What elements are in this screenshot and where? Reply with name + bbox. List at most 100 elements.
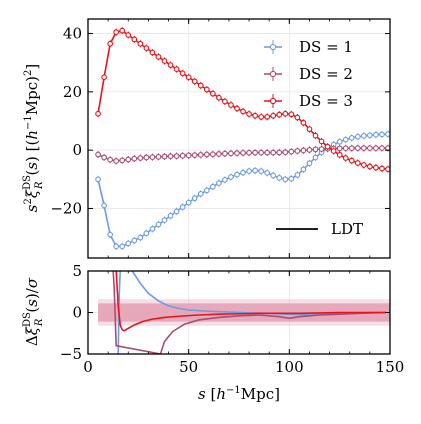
data-point xyxy=(252,167,258,174)
data-point xyxy=(107,40,113,47)
data-point xyxy=(191,152,198,158)
panel-frame xyxy=(87,18,391,259)
data-point xyxy=(282,110,289,117)
data-point xyxy=(149,226,156,232)
data-point xyxy=(185,74,192,81)
data-point xyxy=(191,78,198,85)
data-point xyxy=(354,160,361,166)
data-point xyxy=(336,151,343,158)
data-point xyxy=(294,148,301,154)
data-point xyxy=(306,126,313,133)
legend-marker xyxy=(269,70,277,78)
data-point xyxy=(137,40,144,47)
data-point xyxy=(240,169,246,176)
plot-area xyxy=(98,271,390,354)
data-point xyxy=(149,49,156,56)
data-point xyxy=(191,195,198,202)
data-point xyxy=(197,151,204,158)
data-point xyxy=(173,208,180,215)
data-point xyxy=(203,187,210,194)
data-point xyxy=(173,66,180,72)
data-point xyxy=(342,145,349,152)
data-point xyxy=(95,110,101,117)
data-point xyxy=(276,174,283,181)
legend-label: DS = 1 xyxy=(299,38,353,56)
data-point xyxy=(155,54,162,60)
series-line-2 xyxy=(112,271,386,354)
data-point xyxy=(312,132,319,139)
legend-label: DS = 3 xyxy=(299,92,353,110)
axis-labels: s2ξDSR(s) [(h−1Mpc)2] ΔξDSR(s)/σ s [h−1Mpc… xyxy=(22,64,280,403)
y-tick-label: 0 xyxy=(72,141,82,159)
data-point xyxy=(131,36,138,43)
data-point xyxy=(246,168,252,174)
data-point xyxy=(216,94,222,101)
data-point xyxy=(318,138,325,145)
y-tick-label: −5 xyxy=(60,345,82,363)
data-point xyxy=(367,145,373,151)
bottom-y-axis-label: ΔξDSR(s)/σ xyxy=(22,277,45,346)
data-point xyxy=(167,153,174,160)
x-tick-label: 100 xyxy=(275,358,304,376)
data-point xyxy=(300,166,307,173)
data-point xyxy=(107,156,113,163)
data-point xyxy=(101,74,107,81)
data-point xyxy=(300,119,307,126)
data-point xyxy=(288,148,295,155)
data-point xyxy=(385,166,390,172)
data-point xyxy=(131,155,138,162)
y-tick-label: 5 xyxy=(72,262,82,280)
data-point xyxy=(209,183,216,190)
data-point xyxy=(373,145,379,151)
legend-label-ldt: LDT xyxy=(331,220,363,238)
data-point xyxy=(143,45,150,51)
data-point xyxy=(113,158,120,164)
data-point xyxy=(209,151,216,158)
data-point xyxy=(282,149,289,156)
data-point xyxy=(185,152,192,159)
data-point xyxy=(131,237,138,244)
data-point xyxy=(203,151,210,158)
y-tick-label: 40 xyxy=(63,25,82,43)
plot-area xyxy=(95,27,390,250)
data-point xyxy=(312,146,319,153)
data-point xyxy=(354,133,361,140)
data-point xyxy=(288,111,295,118)
data-point xyxy=(367,163,373,170)
data-point xyxy=(179,70,186,77)
data-point xyxy=(155,154,162,160)
data-point xyxy=(276,149,283,156)
data-point xyxy=(222,98,228,105)
y-tick-label: 20 xyxy=(63,83,82,101)
data-point xyxy=(197,82,204,89)
data-point xyxy=(125,32,132,38)
data-point xyxy=(125,240,132,247)
series-line-3 xyxy=(115,271,386,332)
data-point xyxy=(216,151,222,157)
top-panel: −20 0 20 40 xyxy=(50,18,391,259)
data-point xyxy=(258,149,264,156)
legend: DS = 1 DS = 2 DS = 3 LDT xyxy=(264,38,363,238)
data-point xyxy=(119,243,126,250)
data-point xyxy=(360,145,367,151)
x-tick-label: 50 xyxy=(179,358,198,376)
data-point xyxy=(282,176,289,183)
data-point xyxy=(276,111,283,118)
legend-marker xyxy=(269,97,277,105)
data-point xyxy=(252,112,258,119)
data-point xyxy=(342,136,349,143)
data-point xyxy=(167,62,174,68)
data-point xyxy=(143,230,150,237)
data-point xyxy=(155,221,162,228)
data-point xyxy=(143,154,150,161)
data-point xyxy=(161,58,168,64)
data-point xyxy=(125,156,132,163)
data-point xyxy=(306,147,313,153)
data-point xyxy=(95,151,101,158)
data-point xyxy=(306,160,313,167)
data-point xyxy=(379,165,385,172)
data-point xyxy=(330,148,337,154)
data-point xyxy=(342,155,349,161)
data-point xyxy=(197,191,204,197)
